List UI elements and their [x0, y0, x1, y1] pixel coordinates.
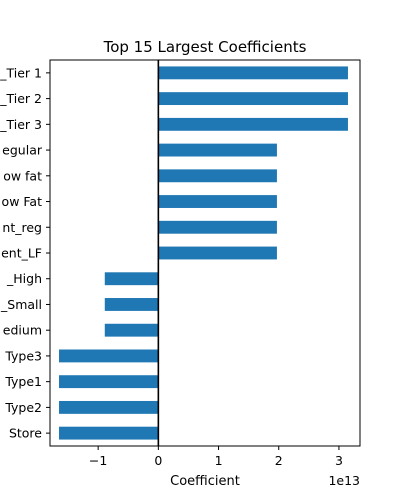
- x-tick-label: 2: [275, 453, 283, 468]
- y-tick-label: ow Fat: [2, 194, 43, 209]
- bar: [59, 400, 159, 414]
- bar: [59, 426, 159, 440]
- y-axis-ticks: _Tier 1 _Tier 2 _Tier 3 egular ow fat ow Fat n…: [0, 65, 50, 441]
- y-tick-label: ow fat: [3, 168, 42, 183]
- x-tick-label: 1: [215, 453, 223, 468]
- x-axis-offset-label: 1e13: [328, 473, 360, 488]
- bar: [158, 143, 277, 157]
- y-tick-label: _Tier 3: [0, 117, 42, 132]
- x-tick-label: −1: [89, 453, 107, 468]
- y-tick-label: edium: [3, 323, 42, 338]
- x-axis-ticks: −1 0 1 2 3: [89, 446, 343, 468]
- bar: [104, 323, 159, 337]
- y-tick-label: Type3: [4, 348, 42, 363]
- bar: [158, 195, 277, 208]
- y-tick-label: nt_reg: [2, 220, 42, 235]
- y-tick-label: ent_LF: [1, 246, 42, 261]
- bar: [158, 220, 277, 234]
- y-tick-label: Store: [9, 426, 42, 441]
- y-tick-label: _High: [6, 271, 42, 286]
- y-tick-label: Type1: [4, 374, 42, 389]
- bar: [59, 349, 159, 363]
- y-tick-label: egular: [2, 143, 43, 158]
- bar: [158, 169, 277, 183]
- bar: [158, 117, 348, 131]
- bar: [59, 375, 159, 389]
- y-tick-label: _Small: [0, 297, 42, 312]
- bars-group: [59, 66, 348, 440]
- y-tick-label: _Tier 1: [0, 65, 42, 80]
- y-tick-label: Type2: [4, 400, 42, 415]
- bar: [158, 246, 277, 260]
- x-tick-label: 3: [335, 453, 343, 468]
- x-tick-label: 0: [154, 453, 162, 468]
- bar: [104, 272, 159, 286]
- x-axis-label: Coefficient: [170, 474, 240, 489]
- bar: [158, 92, 348, 106]
- bar: [104, 298, 159, 311]
- y-tick-label: _Tier 2: [0, 91, 42, 106]
- bar: [158, 66, 348, 80]
- chart-title: Top 15 Largest Coefficients: [103, 38, 307, 56]
